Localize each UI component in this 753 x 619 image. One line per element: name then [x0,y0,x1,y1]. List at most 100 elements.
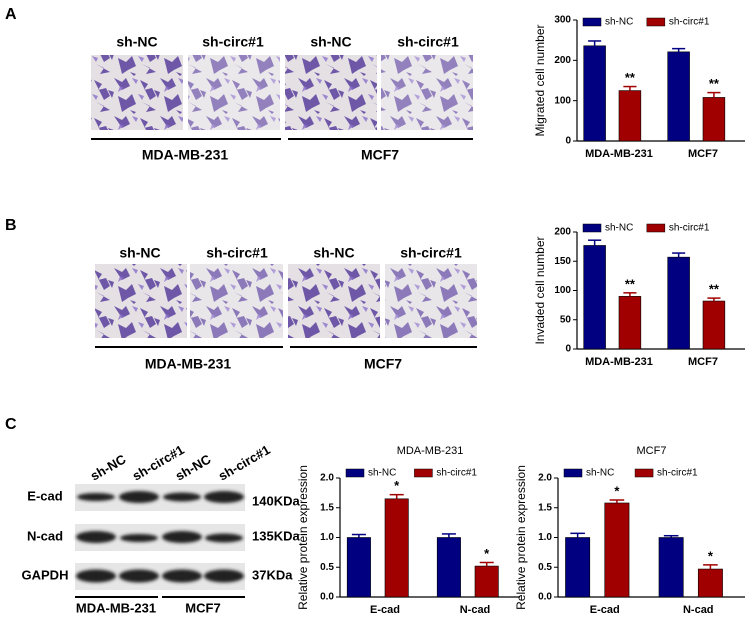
error-bar [623,292,637,297]
bar [702,300,726,350]
micrograph [190,264,283,338]
error-bar [609,499,625,503]
group-label: MDA-MB-231 [142,147,229,163]
significance: ** [709,282,720,297]
error-bar [588,40,602,46]
legend-swatch [582,17,602,27]
bar [618,90,642,142]
legend-label: sh-circ#1 [657,468,698,479]
y-tick-label: 200 [554,55,571,66]
significance: * [708,548,714,563]
bar [667,51,690,142]
row-label: GAPDH [22,567,69,582]
error-bar [707,91,721,98]
legend-swatch [345,468,365,478]
migration-images: sh-NC sh-circ#1 sh-NC sh-circ#1 MDA-MB-2… [91,34,473,163]
y-tick-label: 300 [554,15,571,26]
group-label: MDA-MB-231 [76,600,156,615]
y-axis-label: Relative protein expression [514,465,528,610]
bar [702,97,726,142]
legend-label: sh-NC [368,468,396,479]
x-tick-label: N-cad [460,604,491,616]
group-label: MCF7 [361,147,399,163]
error-bar [351,533,366,538]
group-label: MDA-MB-231 [145,356,232,372]
legend-label: sh-NC [586,468,614,479]
y-tick-label: 50 [560,314,572,325]
western-blot: sh-NC sh-circ#1 sh-NC sh-circ#1 E-cad N-… [22,442,301,615]
y-axis-label: Migrated cell number [533,24,547,136]
size-label: 37KDa [252,567,293,582]
group-label: MCF7 [364,356,402,372]
error-bar [672,252,686,258]
significance: * [394,478,400,493]
error-bar [623,85,637,91]
bands [76,491,244,583]
error-bar [441,533,456,538]
error-bar [479,561,494,567]
y-tick-label: 0 [565,136,571,147]
y-tick-label: 0.5 [538,562,552,573]
lane-label: sh-NC [88,451,129,483]
size-label: 135KDa [252,528,300,543]
significance: ** [625,276,636,291]
chart-title: MCF7 [637,445,667,457]
y-tick-label: 2.0 [320,473,334,484]
legend-label: sh-circ#1 [669,223,710,234]
y-axis-label: Invaded cell number [533,236,547,344]
y-axis-label: Relative protein expression [296,465,310,610]
y-tick-label: 0 [565,344,571,355]
significance: ** [709,76,720,91]
significance: * [614,483,620,498]
x-tick-label: E-cad [370,604,400,616]
y-tick-label: 0.5 [320,562,334,573]
bar [667,256,690,350]
y-tick-label: 1.0 [538,532,552,543]
y-tick-label: 1.0 [320,532,334,543]
micrograph [385,264,477,338]
x-tick-label: MDA-MB-231 [585,148,653,160]
legend-label: sh-circ#1 [669,17,710,28]
bar [346,537,371,598]
bar [658,537,684,598]
bar [436,537,461,598]
lane-label: sh-circ#1 [216,442,273,484]
size-label: 140KDa [252,493,300,508]
legend-swatch [646,223,666,233]
chart-title: MDA-MB-231 [397,445,464,457]
lane-label: sh-NC [313,245,354,261]
lane-label: sh-circ#1 [400,245,462,261]
error-bar [672,47,686,52]
y-tick-label: 100 [554,95,571,106]
lane-label: sh-circ#1 [202,34,264,50]
x-tick-label: MCF7 [688,148,718,160]
lane-label: sh-NC [310,34,351,50]
row-label: N-cad [27,528,63,543]
row-label: E-cad [27,488,62,503]
bar [583,45,606,142]
bar [583,245,606,350]
x-tick-label: MDA-MB-231 [585,356,653,368]
x-tick-label: MCF7 [688,356,718,368]
y-tick-label: 0.0 [320,592,334,603]
legend-swatch [582,223,602,233]
bar [697,568,723,598]
error-bar [663,534,679,538]
y-tick-label: 100 [554,285,571,296]
panel-label: C [5,416,17,433]
legend-label: sh-circ#1 [436,468,477,479]
error-bar [588,239,602,246]
legend-swatch [646,17,666,27]
lane-label: sh-circ#1 [397,34,459,50]
significance: * [484,546,490,561]
bar [565,537,591,598]
y-tick-label: 200 [554,227,571,238]
legend-swatch [563,468,583,478]
bar [618,296,642,350]
legend-swatch [634,468,654,478]
significance: ** [625,70,636,85]
y-tick-label: 1.5 [320,502,334,513]
y-tick-label: 150 [554,256,571,267]
legend-swatch [414,468,433,478]
